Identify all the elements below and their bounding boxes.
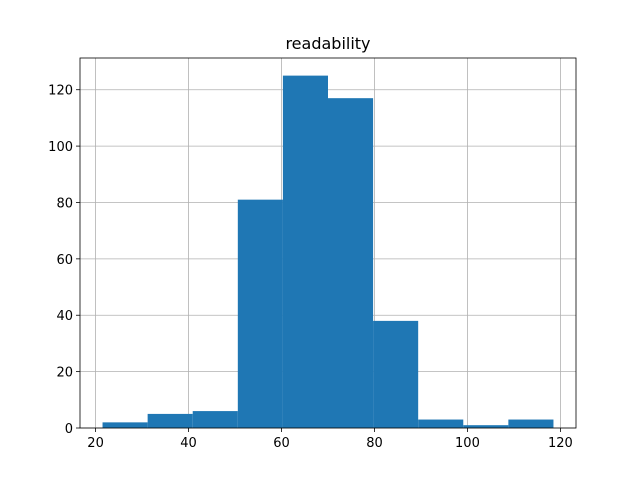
x-tick-label: 40 <box>180 436 197 451</box>
x-tick-label: 100 <box>455 436 480 451</box>
y-tick-label: 40 <box>56 309 73 324</box>
bar <box>282 75 328 428</box>
y-tick-label: 20 <box>56 366 73 381</box>
bar <box>328 98 374 429</box>
y-tick-label: 120 <box>48 84 73 99</box>
x-tick-label: 60 <box>273 436 290 451</box>
axes-layer: 0 20 40 60 80 100 120 20 40 60 80 100 120 <box>48 57 577 451</box>
bar <box>463 425 509 428</box>
y-tick-label: 100 <box>48 140 73 155</box>
bars-layer <box>102 75 554 429</box>
y-tick-label: 60 <box>56 253 73 268</box>
y-tick-label: 80 <box>56 196 73 211</box>
x-tick-label: 120 <box>548 436 573 451</box>
plot-frame <box>79 57 577 429</box>
x-tick-label: 20 <box>87 436 104 451</box>
bar <box>237 199 283 428</box>
bar <box>192 411 238 428</box>
chart-title: readability <box>285 34 370 53</box>
bar <box>147 413 193 428</box>
bar <box>418 419 464 428</box>
bar <box>102 422 148 428</box>
bar <box>508 419 554 428</box>
bar <box>373 320 419 428</box>
x-tick-label: 80 <box>366 436 383 451</box>
y-tick-label: 0 <box>65 422 73 437</box>
